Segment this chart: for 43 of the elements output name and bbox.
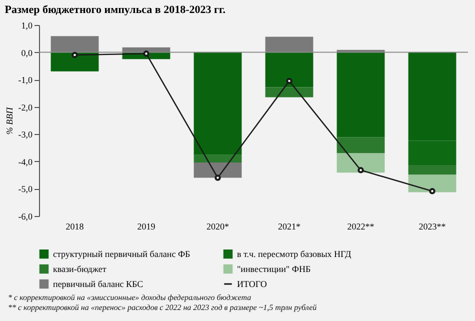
y-tick-label: -2,0	[18, 102, 33, 112]
x-tick-label: 2018	[66, 222, 84, 232]
y-tick-label: -6,0	[18, 212, 33, 222]
bar	[50, 52, 99, 72]
x-tick-label: 2023**	[418, 222, 446, 232]
bar	[336, 137, 385, 154]
point	[72, 52, 78, 58]
point	[214, 174, 221, 181]
legend-label: квази-бюджет	[53, 264, 106, 274]
legend-label: ИТОГО	[237, 279, 268, 289]
y-tick-label: -4,0	[18, 156, 33, 167]
bar	[194, 154, 242, 163]
y-tick-label: -5,0	[18, 184, 33, 194]
legend-label: структурный первичный баланс ФБ	[53, 249, 190, 260]
bar	[336, 52, 385, 138]
point	[358, 167, 364, 174]
legend-label: в т.ч. пересмотр базовых НГД	[237, 249, 352, 260]
bar	[50, 36, 99, 52]
y-tick-label: 1,0	[21, 20, 33, 30]
point	[286, 78, 292, 84]
legend-label: первичный баланс КБС	[53, 279, 144, 289]
bar	[336, 153, 385, 173]
bar	[265, 52, 314, 88]
bar	[408, 164, 456, 175]
legend-label: "инвестиции" ФНБ	[237, 264, 311, 274]
y-axis-title: % ВВП	[4, 106, 14, 135]
x-tick-label: 2019	[137, 222, 156, 232]
x-tick-label: 2021*	[278, 222, 301, 232]
y-tick-label: -1,0	[18, 75, 33, 86]
x-tick-label: 2022**	[347, 222, 375, 232]
x-tick-label: 2020*	[206, 222, 230, 232]
point	[143, 50, 150, 57]
bar	[194, 52, 242, 155]
bar	[194, 162, 242, 178]
text: * с корректировкой на «эмиссионные» доходы федерального бюджета	[8, 293, 252, 303]
bar	[408, 174, 456, 192]
y-tick-label: -3,0	[18, 130, 33, 140]
text: ** с корректировкой на «перенос» расходов с 2022 на 2023 год в размере ~1,5 трлн рублей	[8, 303, 318, 313]
point	[429, 188, 436, 194]
chart-title: Размер бюджетного импульса в 2018-2023 гг.	[4, 4, 226, 16]
bar	[265, 87, 314, 98]
bar	[265, 36, 314, 52]
y-tick-label: 0,0	[21, 48, 33, 58]
